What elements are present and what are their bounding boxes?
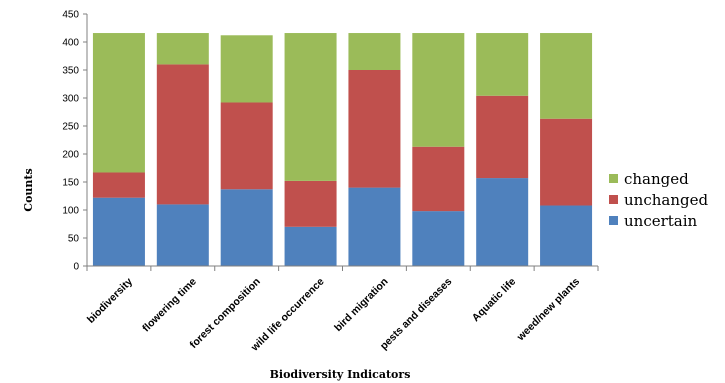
y-tick-label: 350: [62, 66, 79, 77]
bar-segment-changed: [412, 33, 465, 147]
bar-segment-unchanged: [284, 180, 337, 227]
x-tick-label: wild life occurrence: [248, 276, 327, 355]
y-tick-label: 200: [62, 150, 79, 161]
legend-swatch: [609, 195, 618, 204]
legend-label: uncertain: [624, 212, 698, 230]
bar-segment-uncertain: [220, 189, 273, 266]
legend-label: changed: [624, 170, 689, 188]
bar-segment-changed: [156, 33, 209, 65]
legend: changed unchanged uncertain: [609, 170, 708, 230]
x-tick-label: forest composition: [187, 276, 262, 351]
bar-segment-uncertain: [92, 197, 145, 266]
y-axis-ticks: 0 50 100 150 200 250 300 350 400 450: [62, 10, 87, 273]
bar-segment-changed: [92, 33, 145, 173]
y-tick-label: 300: [62, 94, 79, 105]
y-tick-label: 250: [62, 122, 79, 133]
bar-segment-changed: [220, 35, 273, 103]
y-tick-label: 450: [62, 10, 79, 21]
plot-area: [92, 33, 593, 266]
bar-segment-uncertain: [540, 205, 593, 266]
bar-segment-changed: [284, 33, 337, 181]
bar-segment-changed: [540, 33, 593, 119]
legend-item-unchanged: unchanged: [609, 191, 708, 209]
legend-item-changed: changed: [609, 170, 689, 188]
x-tick-label: pests and diseases: [378, 276, 455, 353]
bar-segment-uncertain: [284, 226, 337, 266]
y-tick-label: 0: [73, 262, 79, 273]
y-axis-title: Counts: [22, 168, 35, 211]
bar-segment-unchanged: [412, 146, 465, 212]
x-tick-label: Aquatic life: [470, 276, 519, 325]
y-tick-label: 400: [62, 38, 79, 49]
bar-segment-unchanged: [476, 95, 529, 179]
bar-segment-unchanged: [156, 64, 209, 205]
bar-segment-uncertain: [412, 211, 465, 266]
x-tick-label: bird migration: [332, 276, 390, 334]
y-tick-label: 100: [62, 206, 79, 217]
bar-segment-changed: [348, 33, 401, 70]
bar-segment-uncertain: [156, 204, 209, 266]
x-axis-title: Biodiversity Indicators: [270, 368, 411, 381]
x-tick-label: biodiversity: [85, 276, 135, 326]
y-tick-label: 50: [68, 234, 80, 245]
x-tick-label: flowering time: [140, 276, 199, 335]
bar-segment-unchanged: [348, 70, 401, 188]
legend-item-uncertain: uncertain: [609, 212, 698, 230]
legend-swatch: [609, 174, 618, 183]
y-tick-label: 150: [62, 178, 79, 189]
bar-segment-unchanged: [92, 172, 145, 198]
bar-segment-changed: [476, 33, 529, 96]
bar-segment-uncertain: [348, 187, 401, 266]
x-tick-label: weed/new plants: [514, 276, 582, 344]
bar-segment-unchanged: [220, 102, 273, 190]
legend-label: unchanged: [624, 191, 708, 209]
bar-segment-uncertain: [476, 178, 529, 266]
bar-segment-unchanged: [540, 118, 593, 206]
legend-swatch: [609, 216, 618, 225]
